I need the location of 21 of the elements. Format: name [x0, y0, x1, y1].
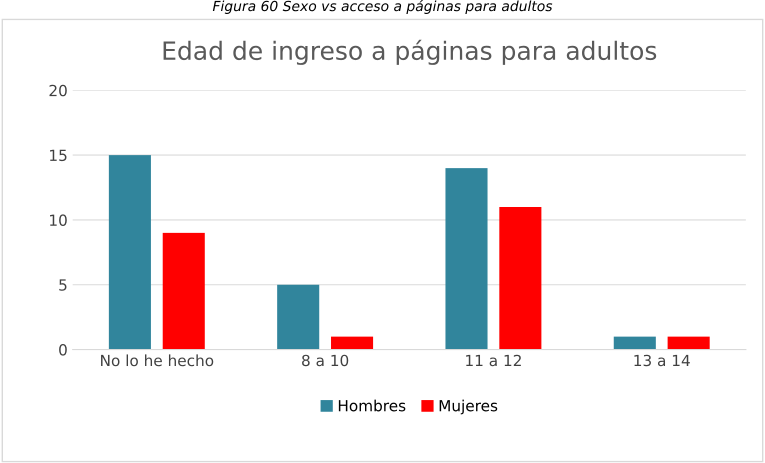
bar [277, 284, 320, 350]
x-tick-label: 11 a 12 [466, 354, 521, 366]
y-tick-label: 5 [59, 279, 66, 291]
bar [108, 155, 151, 350]
x-tick-label: No lo he hecho [101, 354, 214, 366]
bar [445, 168, 488, 350]
bar [499, 206, 542, 350]
bar [668, 336, 710, 350]
x-tick-label: 8 a 10 [302, 354, 348, 366]
text: Figura 60 Sexo vs acceso a páginas para adultos [212, 0, 552, 14]
bar [162, 232, 205, 350]
y-tick-label: 10 [50, 214, 67, 226]
y-tick-label: 15 [50, 150, 66, 162]
chart-title: Edad de ingreso a páginas para adultos [164, 40, 656, 65]
legend-label: Mujeres [440, 400, 498, 414]
y-tick-label: 0 [59, 344, 67, 356]
x-tick-label: 13 a 14 [634, 354, 690, 366]
bar [614, 336, 656, 350]
bar [331, 336, 374, 350]
legend-label: Hombres [338, 400, 406, 412]
y-tick-label: 20 [49, 84, 67, 96]
